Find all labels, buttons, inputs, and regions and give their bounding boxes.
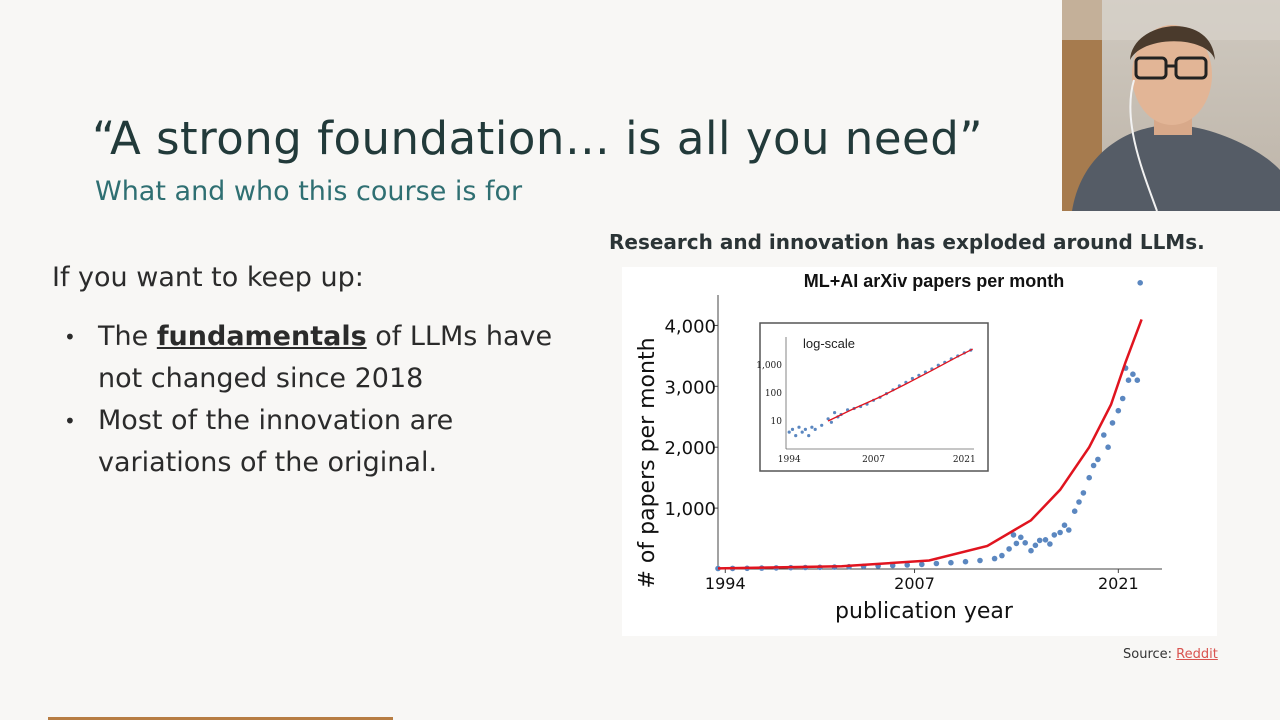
inset-y-tick-label: 100 [765,389,782,399]
inset-data-point [829,420,833,424]
data-point [1028,547,1034,554]
source-credit: Source: Reddit [1123,647,1218,662]
inset-data-point [807,434,811,438]
bullet-dot-icon: • [64,409,76,433]
inset-x-tick-label: 2021 [953,455,976,465]
data-point [1095,456,1101,463]
source-link[interactable]: Reddit [1176,647,1218,662]
bullet-keyword: fundamentals [156,321,367,352]
data-point [1109,420,1116,426]
fit-line [717,318,1143,570]
data-point [1018,534,1024,541]
data-point [1115,407,1122,414]
data-point [1042,537,1049,543]
source-label: Source: [1123,647,1177,662]
main-marks [715,280,1143,572]
inset-data-point [826,417,830,421]
inset-x-tick-label: 2007 [862,455,885,465]
y-tick-label: 4,000 [664,316,716,337]
data-point [715,565,721,572]
bullet-item: • The fundamentals of LLMs have not chan… [62,316,582,400]
data-point [919,561,925,568]
data-point [1036,537,1043,544]
data-point [1071,508,1078,514]
inset-y-tick-label: 10 [771,417,783,427]
inset-y-tick-label: 1,000 [756,361,782,371]
inset-data-point [800,430,804,434]
inset-data-point [787,430,791,434]
inset-data-point [803,427,807,431]
intro-text: If you want to keep up: [52,262,364,293]
main-axes: 1,000 2,000 3,000 4,000 1994 2007 2021 [664,295,1162,593]
inset-title: log-scale [803,336,855,351]
data-point [962,558,969,565]
data-point [1086,474,1092,481]
data-point [991,555,998,562]
inset-marks [787,348,973,438]
data-point [1010,532,1017,538]
inset-data-point [910,376,914,381]
data-point [1032,542,1039,549]
data-point [1066,527,1072,533]
data-point [977,557,983,564]
inset-frame [759,322,989,472]
inset-data-point [810,425,814,429]
inset-data-point [790,427,795,431]
x-tick-label: 1994 [705,574,746,593]
bullet-list: • The fundamentals of LLMs have not chan… [62,316,582,484]
slide-title: “A strong foundation… is all you need” [92,112,984,165]
y-tick-label: 2,000 [664,438,716,459]
data-point [999,552,1005,559]
data-point [1105,444,1111,450]
chart-figure: ML+AI arXiv papers per month # of papers… [622,267,1217,636]
data-point [1090,462,1097,469]
y-tick-label: 1,000 [664,499,716,520]
data-point [1080,490,1087,496]
presenter-video-icon [1062,0,1280,211]
data-point [1130,371,1136,377]
data-point [1047,541,1053,547]
inset-x-tick-label: 1994 [778,455,801,465]
data-point [1119,395,1126,402]
data-point [1006,546,1012,552]
webcam-video [1062,0,1280,211]
data-point [1101,432,1107,438]
inset-data-point [794,434,798,438]
data-point [1022,540,1028,546]
bullet-text-pre: The [98,321,157,352]
x-tick-label: 2021 [1098,574,1139,593]
inset-data-point [813,427,817,431]
slide-subtitle: What and who this course is for [95,176,523,207]
x-axis-label: publication year [835,599,1014,624]
inset-data-point [833,411,837,415]
data-point [1061,522,1068,528]
bullet-item: • Most of the innovation are variations … [62,400,582,484]
inset-data-point [797,425,801,429]
data-point [1134,377,1141,383]
data-point [1013,540,1020,547]
data-point [1125,377,1132,383]
data-point [1051,532,1058,538]
inset-axes: 10 100 1,000 1994 2007 2021 [756,337,976,465]
data-point [933,560,940,567]
inset-data-point [820,423,824,427]
data-point [1057,529,1063,536]
y-tick-label: 3,000 [664,377,716,398]
y-axis-label: # of papers per month [635,337,660,588]
chart-title: ML+AI arXiv papers per month [804,271,1065,291]
data-point [1137,280,1143,286]
progress-bar-accent [48,717,393,720]
data-point [904,562,910,568]
chart-heading: Research and innovation has exploded aro… [609,230,1205,254]
bullet-text-post: of LLMs have not changed since 2018 [98,321,553,394]
data-point [948,559,954,566]
x-tick-label: 2007 [894,574,935,593]
data-point [1076,499,1082,505]
bullet-text-pre: Most of the innovation are variations of… [98,405,454,478]
chart-svg: ML+AI arXiv papers per month # of papers… [635,271,1162,624]
inset-fit-line [827,348,973,422]
bullet-dot-icon: • [64,325,76,349]
